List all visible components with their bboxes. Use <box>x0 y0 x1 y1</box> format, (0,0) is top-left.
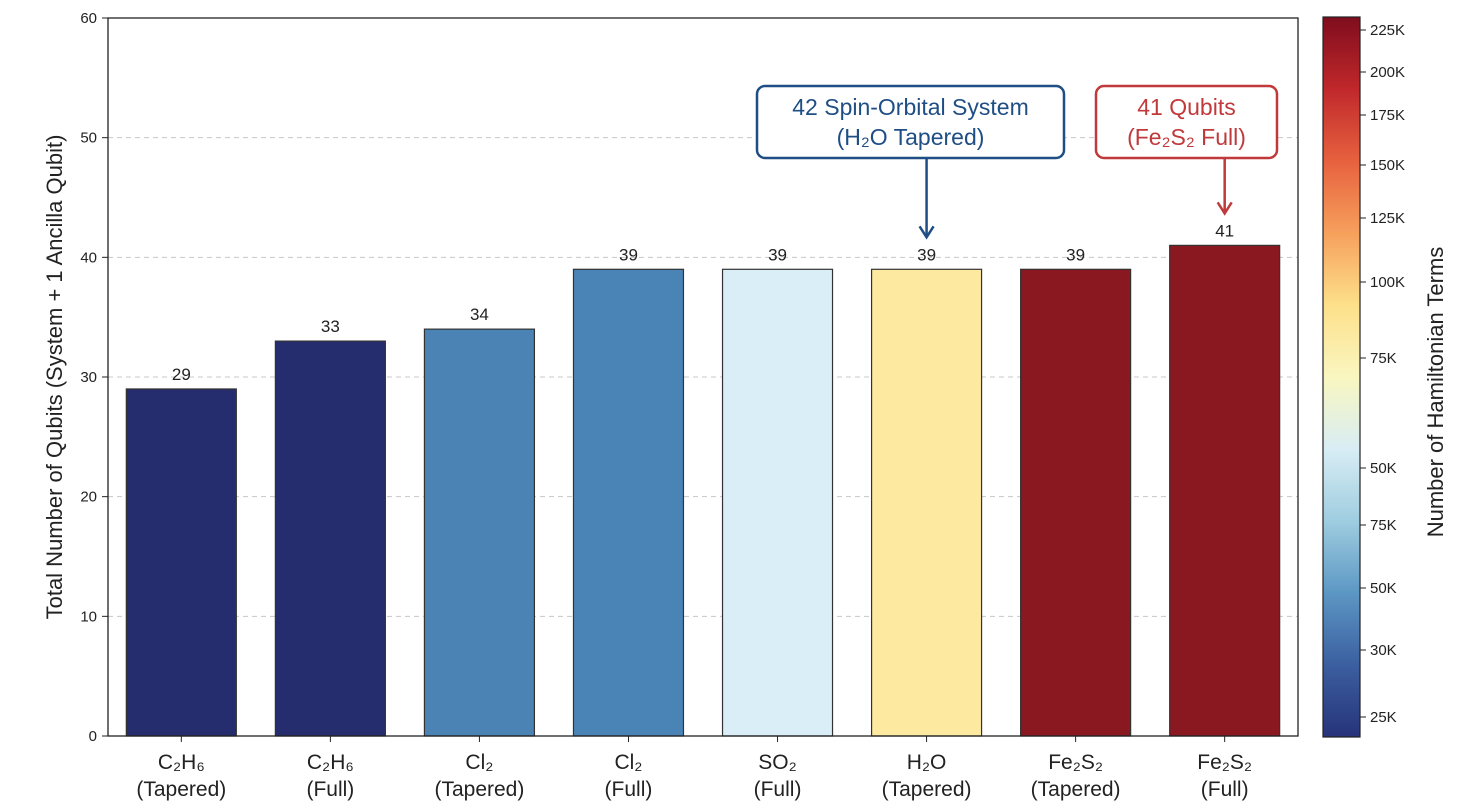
x-tick-label-variant: (Tapered) <box>136 778 226 801</box>
x-tick-label-name: C₂H₆ <box>158 751 205 774</box>
colorbar-tick-label: 175K <box>1370 107 1405 124</box>
x-axis: C₂H₆ (Tapered) C₂H₆ (Full) Cl₂ (Tapered) Cl₂ (F… <box>136 736 1252 801</box>
annotation-box <box>755 84 1066 160</box>
colorbar-tick-label: 50K <box>1370 460 1397 477</box>
bar-value-label: 39 <box>1066 245 1085 264</box>
bar-value-label: 34 <box>470 305 489 324</box>
x-tick-label-variant: (Full) <box>605 778 653 801</box>
colorbar-tick-label: 25K <box>1370 709 1397 726</box>
bar <box>572 268 685 737</box>
bar <box>1169 244 1281 737</box>
bar <box>721 268 834 737</box>
colorbar-tick-label: 50K <box>1370 580 1397 597</box>
colorbar-tick-label: 200K <box>1370 64 1405 81</box>
colorbar-label: Number of Hamiltonian Terms <box>1423 247 1448 538</box>
x-tick-label-name: SO₂ <box>758 751 797 774</box>
x-tick-label-variant: (Full) <box>1201 778 1249 801</box>
arrow-head-icon <box>918 225 935 240</box>
x-tick-label-name: Cl₂ <box>614 751 642 774</box>
x-tick-label-name: Fe₂S₂ <box>1197 751 1252 774</box>
x-tick-label-name: Cl₂ <box>465 751 493 774</box>
annotation-callout: 42 Spin-Orbital System (H₂O Tapered) <box>755 84 1066 240</box>
annotation-line2: (H₂O Tapered) <box>837 124 985 150</box>
bar <box>423 328 536 737</box>
x-tick-label-name: H₂O <box>907 751 947 774</box>
x-tick-label-variant: (Tapered) <box>882 778 972 801</box>
y-tick-label: 20 <box>80 489 97 506</box>
x-tick-label-variant: (Full) <box>306 778 354 801</box>
bar <box>125 388 237 737</box>
bars: 29 33 34 39 39 39 39 41 <box>125 221 1281 737</box>
x-tick-label-name: C₂H₆ <box>307 751 354 774</box>
colorbar-tick-label: 75K <box>1370 350 1397 367</box>
y-axis: 0 10 20 30 40 50 60 <box>80 10 108 745</box>
colorbar-tick-label: 100K <box>1370 274 1405 291</box>
bar-value-label: 39 <box>619 245 638 264</box>
colorbar: 225K 200K 175K 150K 125K 100K 75K 50K 75K 50K 30K 2… <box>1322 16 1405 738</box>
annotation-line1: 41 Qubits <box>1137 94 1235 120</box>
colorbar-tick-label: 125K <box>1370 210 1405 227</box>
bar <box>870 268 983 737</box>
y-axis-label: Total Number of Qubits (System + 1 Ancil… <box>42 135 67 620</box>
annotation-callout: 41 Qubits (Fe₂S₂ Full) <box>1094 84 1279 216</box>
colorbar-tick-label: 150K <box>1370 157 1405 174</box>
bar-value-label: 33 <box>321 317 340 336</box>
x-tick-label-variant: (Full) <box>754 778 802 801</box>
bar-value-label: 29 <box>172 365 191 384</box>
y-tick-label: 60 <box>80 10 97 27</box>
bar-value-label: 39 <box>768 245 787 264</box>
x-tick-label-variant: (Tapered) <box>1031 778 1121 801</box>
colorbar-tick-label: 225K <box>1370 22 1405 39</box>
colorbar-tick-label: 75K <box>1370 517 1397 534</box>
bar <box>1020 268 1132 737</box>
y-tick-label: 0 <box>89 728 97 745</box>
bar <box>274 340 386 737</box>
y-tick-label: 40 <box>80 249 97 266</box>
colorbar-gradient <box>1322 16 1361 738</box>
annotation-line1: 42 Spin-Orbital System <box>792 94 1028 120</box>
x-tick-label-variant: (Tapered) <box>434 778 524 801</box>
y-tick-label: 30 <box>80 369 97 386</box>
annotation-box <box>1094 84 1279 160</box>
arrow-head-icon <box>1216 201 1233 216</box>
x-tick-label-name: Fe₂S₂ <box>1048 751 1103 774</box>
bar-value-label: 41 <box>1215 221 1234 240</box>
bar-value-label: 39 <box>917 245 936 264</box>
annotation-line2: (Fe₂S₂ Full) <box>1127 124 1246 150</box>
y-tick-label: 10 <box>80 608 97 625</box>
annotations: 42 Spin-Orbital System (H₂O Tapered) 41 Qu… <box>755 84 1279 240</box>
y-tick-label: 50 <box>80 130 97 147</box>
colorbar-tick-label: 30K <box>1370 642 1397 659</box>
